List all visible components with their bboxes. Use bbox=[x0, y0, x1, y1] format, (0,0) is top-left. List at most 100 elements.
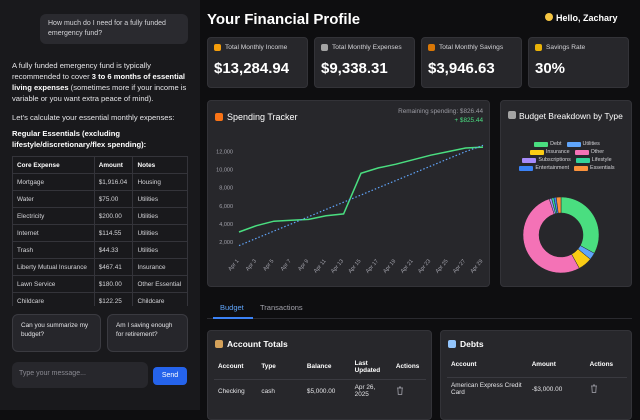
table-row: Checking cash $5,000.00 Apr 26, 2025 bbox=[214, 378, 426, 403]
column-header: Amount bbox=[531, 361, 556, 369]
expense-table: Core Expense Amount Notes Mortgage $1,916.04… bbox=[12, 156, 188, 310]
x-tick-label: Apr 15 bbox=[348, 258, 363, 274]
delete-button[interactable] bbox=[396, 386, 404, 395]
legend-label: Debt bbox=[550, 141, 562, 147]
page-title: Your Financial Profile bbox=[207, 11, 361, 28]
table-cell: $75.00 bbox=[93, 190, 134, 208]
table-cell: Housing bbox=[132, 173, 188, 191]
x-tick-label: Apr 1 bbox=[227, 258, 240, 272]
legend-label: Essentials bbox=[589, 165, 615, 171]
x-tick-label: Apr 29 bbox=[470, 258, 485, 274]
table-cell: $200.00 bbox=[93, 207, 134, 225]
table-cell: Utilities bbox=[132, 190, 188, 208]
table-cell: Utilities bbox=[132, 224, 188, 242]
account-totals: Account Totals Account Type Balance Last Up… bbox=[207, 330, 432, 420]
x-tick-label: Apr 7 bbox=[280, 258, 293, 272]
summary-card: Savings Rate 30% bbox=[528, 37, 629, 88]
header-row: Core Expense Amount Notes bbox=[12, 156, 188, 174]
header-row: Account Amount Actions bbox=[447, 353, 627, 377]
message-input[interactable]: Type your message... bbox=[12, 362, 148, 388]
icon bbox=[215, 113, 223, 121]
section-title: Debts bbox=[460, 339, 484, 349]
legend: Debt Utilities Insurance Other Subscriptions… bbox=[515, 141, 619, 171]
card-label: Total Monthly Income bbox=[225, 44, 288, 51]
card-icon bbox=[321, 44, 328, 51]
table-cell: Checking bbox=[214, 378, 258, 403]
table-cell: Trash bbox=[12, 241, 95, 259]
column-header: Last Updated bbox=[354, 359, 381, 374]
line-series bbox=[238, 146, 484, 233]
tab-underline bbox=[213, 317, 253, 319]
x-tick-label: Apr 5 bbox=[262, 258, 275, 272]
x-tick-label: Apr 27 bbox=[452, 258, 467, 274]
donut-chart bbox=[522, 196, 600, 274]
y-tick-label: 2,000 bbox=[219, 240, 233, 246]
actions-cell bbox=[585, 376, 627, 401]
summary-card: Total Monthly Expenses $9,338.31 bbox=[314, 37, 415, 88]
chart-title: Spending Tracker bbox=[227, 112, 298, 122]
table-cell: $44.33 bbox=[93, 241, 134, 259]
legend-item: Utilities bbox=[566, 141, 600, 147]
table-cell: Apr 26, 2025 bbox=[350, 378, 392, 403]
section-title: Account Totals bbox=[227, 339, 288, 349]
card-icon bbox=[428, 44, 435, 51]
table-body: Mortgage $1,916.04 Housing Water $75.00 Utili… bbox=[12, 173, 188, 310]
table-row: Childcare $122.25 Childcare bbox=[12, 292, 188, 310]
table-cell: cash bbox=[257, 378, 303, 403]
table-row: Liberty Mutual Insurance $467.41 Insurance bbox=[12, 258, 188, 276]
table-cell: Electricity bbox=[12, 207, 95, 225]
table-cell: Mortgage bbox=[12, 173, 95, 191]
donut-slice bbox=[560, 196, 600, 254]
table-cell: $467.41 bbox=[93, 258, 134, 276]
table-cell: Insurance bbox=[132, 258, 188, 276]
table-cell: -$3,000.00 bbox=[527, 376, 586, 401]
table-cell: Utilities bbox=[132, 207, 188, 225]
legend-swatch bbox=[519, 165, 534, 171]
legend-swatch bbox=[529, 149, 544, 155]
legend-swatch bbox=[522, 157, 537, 163]
table-cell: $180.00 bbox=[93, 275, 134, 293]
table-body: Checking cash $5,000.00 Apr 26, 2025 bbox=[214, 378, 426, 403]
legend-item: Entertainment bbox=[519, 165, 569, 171]
legend-item: Other bbox=[574, 149, 604, 155]
card-label: Total Monthly Savings bbox=[439, 44, 504, 51]
card-label: Savings Rate bbox=[546, 44, 586, 51]
legend-swatch bbox=[566, 141, 581, 147]
column-header: Account bbox=[451, 361, 477, 369]
remaining-delta: + $825.44 bbox=[454, 117, 483, 124]
icon bbox=[508, 111, 516, 119]
suggestion-button[interactable]: Can you summarize my budget? bbox=[12, 314, 101, 352]
icon bbox=[448, 340, 456, 348]
legend-label: Subscriptions bbox=[538, 157, 571, 163]
table-cell: Other Essential bbox=[132, 275, 188, 293]
legend-item: Lifestyle bbox=[575, 157, 612, 163]
send-button[interactable]: Send bbox=[153, 367, 187, 385]
text: (sometimes more if your income is variab… bbox=[12, 83, 187, 103]
y-tick-label: 6,000 bbox=[219, 204, 233, 210]
summary-card: Total Monthly Savings $3,946.63 bbox=[421, 37, 522, 88]
y-tick-label: 12,000 bbox=[216, 150, 233, 156]
x-tick-label: Apr 19 bbox=[382, 258, 397, 274]
user-message: How much do I need for a fully funded em… bbox=[40, 14, 188, 44]
legend-swatch bbox=[534, 141, 549, 147]
tab[interactable]: Transactions bbox=[260, 303, 303, 312]
table-row: Trash $44.33 Utilities bbox=[12, 241, 188, 259]
legend-item: Insurance bbox=[529, 149, 570, 155]
line-chart: 2,000 4,000 6,000 8,000 10,000 12,000 Apr 1 Apr… bbox=[216, 144, 485, 275]
text: A fully funded emergency fund is typical… bbox=[12, 61, 151, 81]
greeting: Hello, Zachary bbox=[556, 13, 618, 23]
column-header: Actions bbox=[589, 361, 614, 369]
actions-cell bbox=[391, 378, 426, 403]
suggestion-button[interactable]: Am I saving enough for retirement? bbox=[107, 314, 188, 352]
card-value: $3,946.63 bbox=[428, 60, 495, 77]
donut-slice bbox=[522, 198, 580, 274]
x-tick-label: Apr 17 bbox=[365, 258, 380, 274]
legend-label: Entertainment bbox=[535, 165, 569, 171]
x-tick-label: Apr 13 bbox=[330, 258, 345, 274]
debts-table: Account Amount Actions American Express Cre… bbox=[447, 353, 627, 401]
x-tick-label: Apr 21 bbox=[400, 258, 415, 274]
legend-swatch bbox=[573, 165, 588, 171]
tab[interactable]: Budget bbox=[220, 303, 244, 312]
delete-button[interactable] bbox=[590, 384, 598, 393]
